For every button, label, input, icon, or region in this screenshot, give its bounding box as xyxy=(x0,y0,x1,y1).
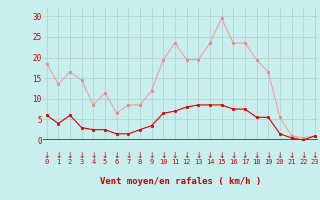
Text: ↓: ↓ xyxy=(125,151,132,160)
Text: ↓: ↓ xyxy=(312,151,318,160)
Text: ↓: ↓ xyxy=(300,151,307,160)
Text: ↓: ↓ xyxy=(160,151,166,160)
Text: ↓: ↓ xyxy=(288,151,295,160)
Text: ↓: ↓ xyxy=(207,151,213,160)
Text: ↓: ↓ xyxy=(148,151,155,160)
Text: ↓: ↓ xyxy=(137,151,143,160)
Text: ↓: ↓ xyxy=(277,151,283,160)
Text: ↓: ↓ xyxy=(195,151,202,160)
Text: ↓: ↓ xyxy=(172,151,178,160)
Text: ↓: ↓ xyxy=(265,151,271,160)
Text: ↓: ↓ xyxy=(67,151,73,160)
Text: ↓: ↓ xyxy=(253,151,260,160)
Text: ↓: ↓ xyxy=(102,151,108,160)
Text: ↓: ↓ xyxy=(44,151,50,160)
Text: ↓: ↓ xyxy=(219,151,225,160)
Text: ↓: ↓ xyxy=(230,151,236,160)
Text: ↓: ↓ xyxy=(183,151,190,160)
Text: Vent moyen/en rafales ( km/h ): Vent moyen/en rafales ( km/h ) xyxy=(100,177,261,186)
Text: ↓: ↓ xyxy=(114,151,120,160)
Text: ↓: ↓ xyxy=(55,151,61,160)
Text: ↓: ↓ xyxy=(242,151,248,160)
Text: ↓: ↓ xyxy=(90,151,97,160)
Text: ↓: ↓ xyxy=(78,151,85,160)
